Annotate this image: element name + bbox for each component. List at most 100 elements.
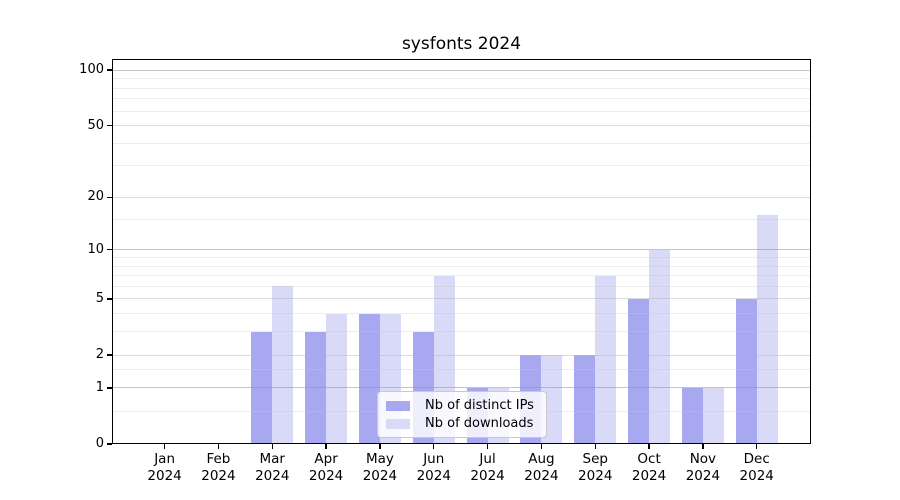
y-axis-tick-5 <box>107 298 112 300</box>
gridline-major-50 <box>112 125 811 127</box>
x-axis-tick-label-nov: Nov 2024 <box>668 451 738 485</box>
x-axis-tick-label-line: 2024 <box>308 468 344 484</box>
x-axis-tick-aug <box>540 444 543 449</box>
x-axis-tick-dec <box>756 444 758 449</box>
plot-area <box>112 59 811 444</box>
y-axis-tick-label-50: 50 <box>87 117 104 133</box>
legend-entry-downloads: Nb of downloads <box>386 415 538 432</box>
x-axis-tick-label-line: Mar <box>259 451 285 467</box>
y-axis-tick-10 <box>107 249 112 251</box>
gridline-minor-40 <box>112 142 811 144</box>
gridline-minor-7 <box>112 275 811 277</box>
bar-distinct-ips-dec <box>735 298 757 444</box>
y-axis-tick-2 <box>107 354 112 356</box>
x-axis-tick-label-line: Jun <box>423 451 445 467</box>
gridline-minor-4 <box>112 313 811 315</box>
legend: Nb of distinct IPs Nb of downloads <box>377 391 547 438</box>
gridline-minor-60 <box>112 110 811 112</box>
gridline-major-5 <box>112 298 811 300</box>
bar-downloads-oct <box>649 249 671 444</box>
bar-downloads-dec <box>756 214 778 444</box>
x-axis-tick-label-aug: Aug 2024 <box>506 451 576 485</box>
x-axis-tick-mar <box>271 444 273 449</box>
bar-downloads-nov <box>702 387 724 444</box>
x-axis-tick-jul <box>486 444 489 449</box>
x-axis-tick-label-line: Dec <box>743 451 770 467</box>
gridline-minor-90 <box>112 78 811 80</box>
x-axis-tick-label-line: 2024 <box>631 468 667 484</box>
gridline-strong-100 <box>112 69 811 71</box>
x-axis-tick-label-line: 2024 <box>362 468 398 484</box>
gridline-minor-1_5 <box>112 369 811 371</box>
legend-swatch-downloads-icon <box>386 418 410 429</box>
x-axis-tick-label-line: 2024 <box>416 468 451 484</box>
bar-distinct-ips-may <box>358 313 380 444</box>
x-axis-tick-label-sep: Sep 2024 <box>560 451 630 485</box>
y-axis-tick-label-1: 1 <box>95 379 104 395</box>
x-axis-tick-label-line: 2024 <box>470 468 505 484</box>
gridline-minor-3 <box>112 331 811 333</box>
x-axis-tick-label-line: 2024 <box>255 468 290 484</box>
y-axis-tick-0 <box>107 443 112 445</box>
x-axis-tick-label-line: Nov <box>689 451 717 467</box>
gridline-minor-80 <box>112 87 811 89</box>
legend-swatch-distinct-ips-icon <box>386 400 410 411</box>
x-axis-tick-may <box>379 444 381 449</box>
y-axis-tick-1 <box>107 387 112 389</box>
gridline-minor-6 <box>112 285 811 287</box>
gridline-minor-70 <box>112 98 811 100</box>
bar-distinct-ips-oct <box>628 298 650 444</box>
x-axis-tick-label-may: May 2024 <box>345 451 415 485</box>
y-axis-tick-label-100: 100 <box>79 62 104 78</box>
bar-downloads-sep <box>595 275 617 444</box>
x-axis-tick-label-jan: Jan 2024 <box>130 451 200 485</box>
legend-label-downloads: Nb of downloads <box>425 416 534 431</box>
legend-entry-distinct-ips: Nb of distinct IPs <box>386 397 538 414</box>
x-axis-tick-label-line: 2024 <box>201 468 236 484</box>
x-axis-tick-sep <box>594 444 596 449</box>
gridline-minor-15 <box>112 218 811 220</box>
x-axis-tick-nov <box>702 444 704 449</box>
x-axis-tick-apr <box>325 444 327 449</box>
y-axis-tick-label-2: 2 <box>95 347 104 362</box>
y-axis-tick-label-20: 20 <box>87 189 104 205</box>
x-axis-tick-label-feb: Feb 2024 <box>183 451 253 485</box>
x-axis-tick-label-jun: Jun 2024 <box>399 451 469 485</box>
y-axis-tick-20 <box>107 196 112 199</box>
x-axis-tick-label-line: Apr <box>314 451 338 467</box>
x-axis-tick-label-line: 2024 <box>147 468 182 484</box>
y-axis-tick-label-10: 10 <box>87 241 104 257</box>
x-axis-tick-label-line: 2024 <box>685 468 721 484</box>
gridline-strong-10 <box>112 249 811 251</box>
x-axis-tick-label-jul: Jul 2024 <box>453 451 523 485</box>
gridline-minor-8 <box>112 265 811 267</box>
x-axis-tick-label-line: Aug <box>528 451 555 467</box>
x-axis-tick-label-oct: Oct 2024 <box>614 451 684 485</box>
x-axis-tick-label-dec: Dec 2024 <box>722 451 792 485</box>
x-axis-tick-label-line: Sep <box>582 451 608 467</box>
gridline-major-2 <box>112 354 811 356</box>
bar-distinct-ips-nov <box>681 387 703 444</box>
gridline-strong-1 <box>112 387 811 389</box>
x-axis-tick-label-line: 2024 <box>578 468 613 484</box>
x-axis-tick-label-line: 2024 <box>739 468 774 484</box>
x-axis-tick-feb <box>217 444 220 449</box>
y-axis-tick-100 <box>107 69 112 71</box>
x-axis-tick-label-line: Jan <box>154 451 175 467</box>
chart-title: sysfonts 2024 <box>401 34 522 54</box>
x-axis-tick-label-mar: Mar 2024 <box>237 451 307 485</box>
x-axis-tick-label-line: May <box>365 451 394 467</box>
gridline-minor-30 <box>112 165 811 167</box>
x-axis-tick-label-line: Oct <box>637 451 661 467</box>
x-axis-tick-jun <box>433 444 435 449</box>
bar-distinct-ips-sep <box>574 355 596 444</box>
x-axis-tick-jan <box>163 444 166 449</box>
x-axis-tick-label-line: Feb <box>206 451 231 467</box>
gridline-minor-9 <box>112 256 811 258</box>
gridline-major-20 <box>112 196 811 198</box>
x-axis-tick-label-line: 2024 <box>524 468 559 484</box>
bar-downloads-apr <box>326 313 348 444</box>
y-axis-tick-50 <box>107 124 112 127</box>
x-axis-tick-oct <box>648 444 650 449</box>
